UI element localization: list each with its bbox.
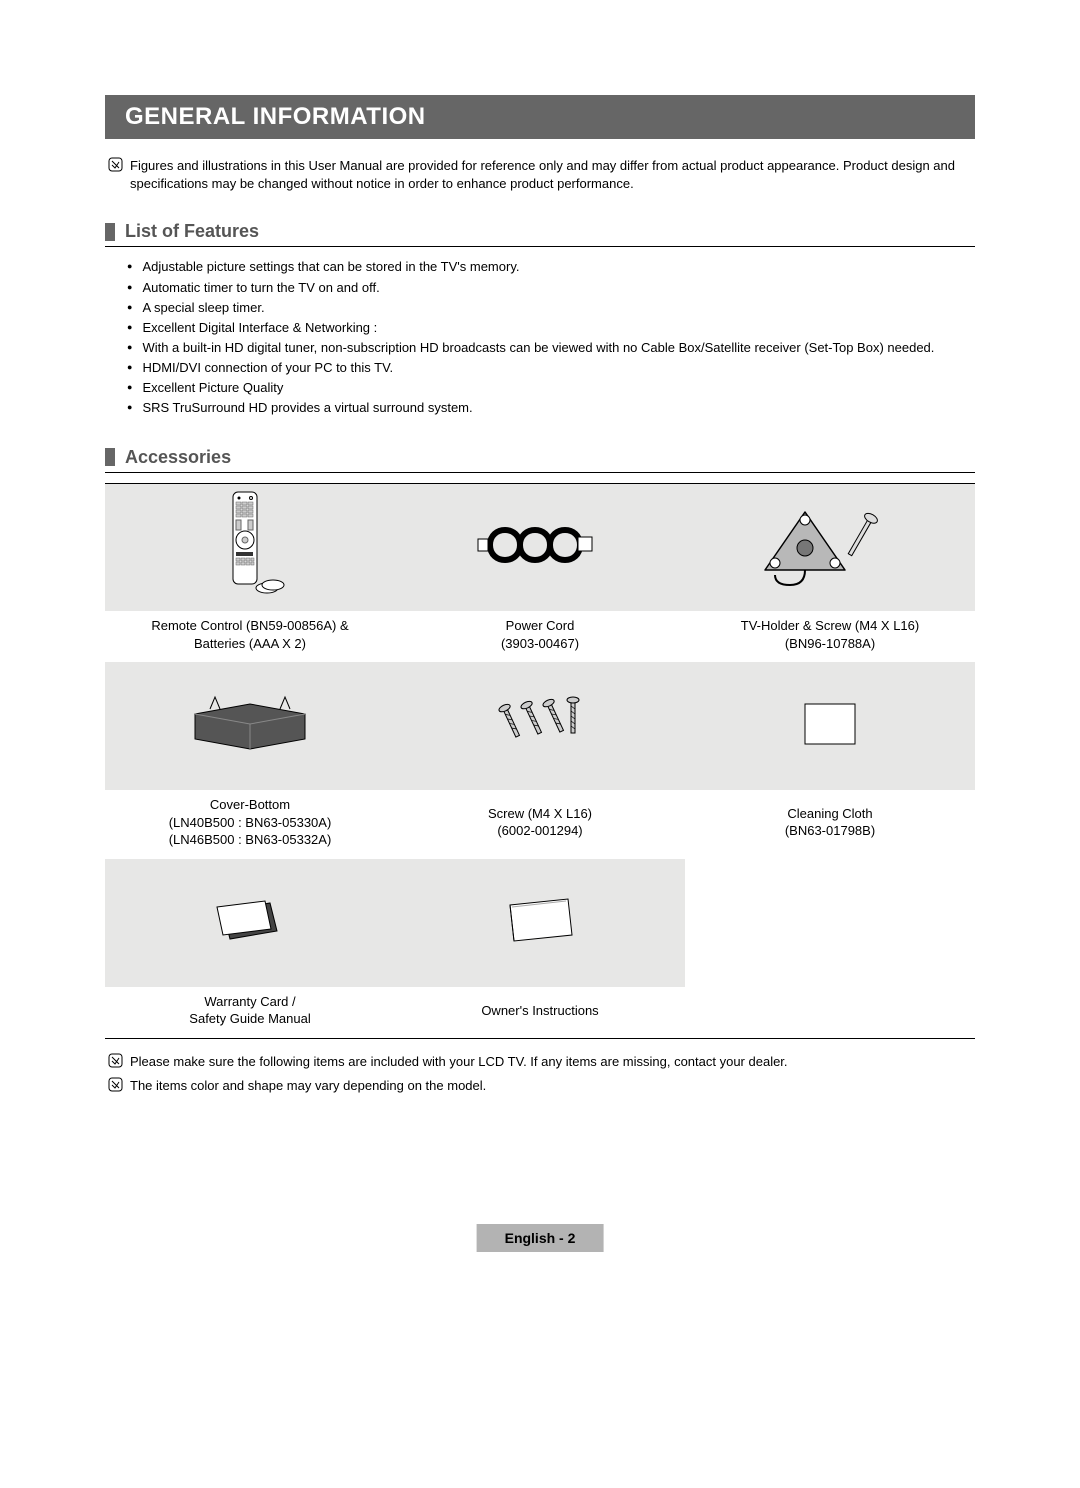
section-bullet-icon bbox=[105, 223, 115, 241]
post-note-text: The items color and shape may vary depen… bbox=[130, 1077, 486, 1095]
note-icon bbox=[105, 1077, 125, 1097]
accessory-label: TV-Holder & Screw (M4 X L16) (BN96-10788… bbox=[685, 611, 975, 662]
accessory-label-line: (LN46B500 : BN63-05332A) bbox=[169, 832, 332, 847]
accessory-image-empty bbox=[685, 859, 975, 987]
title-bar: GENERAL INFORMATION bbox=[105, 95, 975, 139]
feature-item: Excellent Digital Interface & Networking… bbox=[145, 318, 975, 338]
feature-item: SRS TruSurround HD provides a virtual su… bbox=[145, 398, 975, 418]
note-icon bbox=[105, 157, 125, 177]
accessory-label: Remote Control (BN59-00856A) & Batteries… bbox=[105, 611, 395, 662]
feature-list: Adjustable picture settings that can be … bbox=[105, 257, 975, 418]
accessory-label-line: Screw (M4 X L16) bbox=[488, 806, 592, 821]
accessory-label-line: Safety Guide Manual bbox=[189, 1011, 310, 1026]
accessory-label-line: (LN40B500 : BN63-05330A) bbox=[169, 815, 332, 830]
section-features: List of Features Adjustable picture sett… bbox=[105, 221, 975, 418]
post-note: Please make sure the following items are… bbox=[105, 1053, 975, 1073]
feature-item: Excellent Picture Quality bbox=[145, 378, 975, 398]
feature-item: Adjustable picture settings that can be … bbox=[145, 257, 975, 277]
feature-item: HDMI/DVI connection of your PC to this T… bbox=[145, 358, 975, 378]
accessory-label-line: (BN63-01798B) bbox=[785, 823, 875, 838]
note-icon bbox=[105, 1053, 125, 1073]
feature-item: Automatic timer to turn the TV on and of… bbox=[145, 278, 975, 298]
accessory-image-holder bbox=[685, 483, 975, 611]
accessory-label-line: (6002-001294) bbox=[497, 823, 582, 838]
accessory-label: Owner's Instructions bbox=[395, 987, 685, 1039]
accessory-image-row bbox=[105, 483, 975, 611]
accessory-label-line: Cleaning Cloth bbox=[787, 806, 872, 821]
accessories-table: Remote Control (BN59-00856A) & Batteries… bbox=[105, 483, 975, 1039]
accessory-label-line: Power Cord bbox=[506, 618, 575, 633]
accessory-image-booklet bbox=[395, 859, 685, 987]
accessory-label: Warranty Card / Safety Guide Manual bbox=[105, 987, 395, 1039]
section-accessories: Accessories bbox=[105, 447, 975, 1098]
feature-item: With a built-in HD digital tuner, non-su… bbox=[145, 338, 975, 358]
post-note: The items color and shape may vary depen… bbox=[105, 1077, 975, 1097]
accessory-label-line: (BN96-10788A) bbox=[785, 636, 875, 651]
accessory-label-line: Warranty Card / bbox=[204, 994, 295, 1009]
accessory-label-row: Cover-Bottom (LN40B500 : BN63-05330A) (L… bbox=[105, 790, 975, 859]
accessory-image-screws bbox=[395, 662, 685, 790]
accessory-image-powercord bbox=[395, 483, 685, 611]
section-bullet-icon bbox=[105, 448, 115, 466]
accessory-image-remote bbox=[105, 483, 395, 611]
post-notes: Please make sure the following items are… bbox=[105, 1053, 975, 1097]
accessory-image-cover bbox=[105, 662, 395, 790]
accessory-label-line: Cover-Bottom bbox=[210, 797, 290, 812]
accessory-label: Cleaning Cloth (BN63-01798B) bbox=[685, 790, 975, 859]
intro-note: Figures and illustrations in this User M… bbox=[105, 157, 975, 193]
accessory-label-line: Batteries (AAA X 2) bbox=[194, 636, 306, 651]
accessory-label-line: Remote Control (BN59-00856A) & bbox=[151, 618, 348, 633]
accessory-label-line: TV-Holder & Screw (M4 X L16) bbox=[741, 618, 919, 633]
post-note-text: Please make sure the following items are… bbox=[130, 1053, 788, 1071]
feature-item: A special sleep timer. bbox=[145, 298, 975, 318]
accessory-label-line: Owner's Instructions bbox=[481, 1003, 598, 1018]
accessory-image-cloth bbox=[685, 662, 975, 790]
section-title-features: List of Features bbox=[125, 221, 259, 242]
section-header-accessories: Accessories bbox=[105, 447, 975, 473]
section-title-accessories: Accessories bbox=[125, 447, 231, 468]
accessory-label-row: Warranty Card / Safety Guide Manual Owne… bbox=[105, 987, 975, 1039]
accessory-label: Cover-Bottom (LN40B500 : BN63-05330A) (L… bbox=[105, 790, 395, 859]
intro-note-text: Figures and illustrations in this User M… bbox=[130, 157, 975, 193]
page-footer: English - 2 bbox=[477, 1224, 604, 1252]
accessory-image-row bbox=[105, 662, 975, 790]
section-header-features: List of Features bbox=[105, 221, 975, 247]
accessory-image-cards bbox=[105, 859, 395, 987]
footer-page-number: 2 bbox=[568, 1230, 576, 1246]
accessory-label-row: Remote Control (BN59-00856A) & Batteries… bbox=[105, 611, 975, 662]
page-title: GENERAL INFORMATION bbox=[125, 103, 955, 131]
accessory-image-row bbox=[105, 859, 975, 987]
footer-language: English - bbox=[505, 1230, 568, 1246]
accessory-label: Screw (M4 X L16) (6002-001294) bbox=[395, 790, 685, 859]
accessory-label-line: (3903-00467) bbox=[501, 636, 579, 651]
accessory-label: Power Cord (3903-00467) bbox=[395, 611, 685, 662]
accessory-label bbox=[685, 987, 975, 1039]
